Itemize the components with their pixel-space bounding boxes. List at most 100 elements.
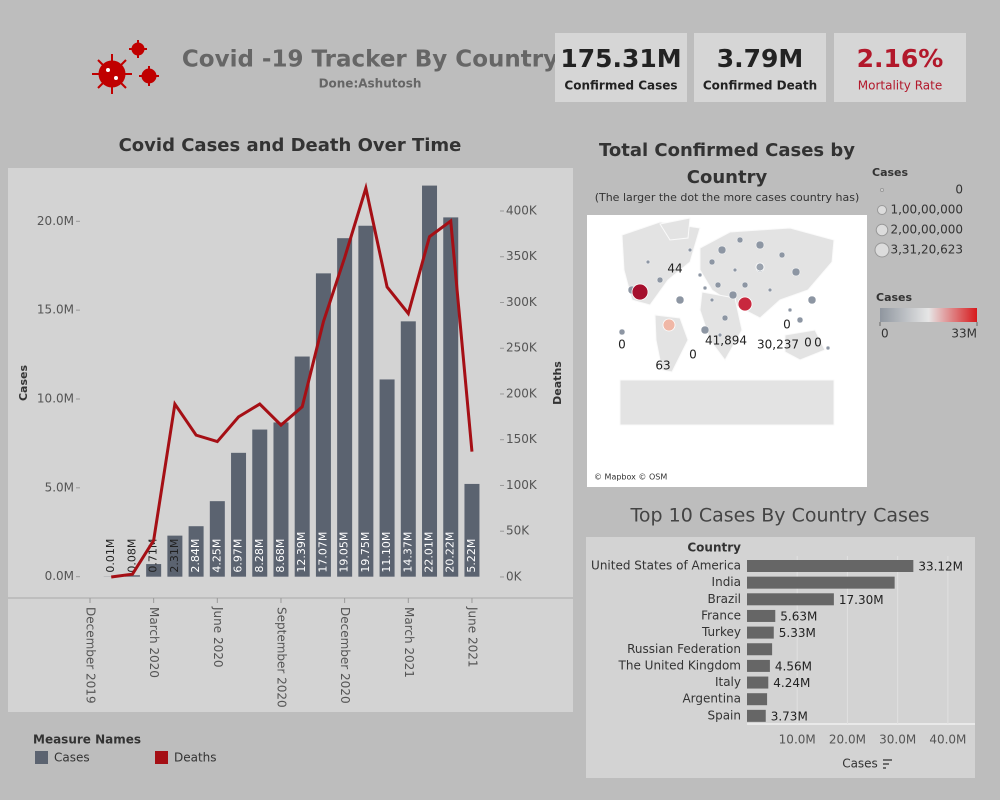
map-label: 0: [804, 336, 812, 350]
data-label: 12.39M: [295, 532, 308, 573]
map-dot: [728, 290, 738, 300]
data-label: 4.25M: [210, 539, 223, 573]
x-axis-label: Cases: [842, 757, 878, 771]
bar: [747, 659, 770, 672]
category-label: Italy: [715, 675, 741, 689]
x-tick-label: 20.0M: [829, 733, 866, 747]
size-legend-label: 1,00,00,000: [890, 203, 963, 217]
map-dot: [675, 295, 685, 305]
y-tick-label: 0.0M: [45, 569, 74, 583]
category-label: Brazil: [708, 592, 742, 606]
legend-title: Measure Names: [33, 733, 141, 747]
color-legend: [880, 308, 977, 322]
map-dot: [631, 283, 649, 301]
legend-title: Cases: [872, 166, 909, 179]
map-dot: [732, 267, 738, 273]
bar: [747, 593, 834, 606]
bar: [747, 626, 774, 639]
y2-tick-label: 350K: [506, 249, 538, 263]
kpi-card: 175.31M Confirmed Cases: [555, 33, 687, 102]
map-label: 0: [689, 348, 697, 362]
category-label: Argentina: [682, 692, 741, 706]
kpi-label: Confirmed Death: [703, 79, 817, 93]
bar: [464, 483, 480, 577]
map-credit: © Mapbox © OSM: [594, 473, 667, 482]
data-label: 22.01M: [423, 532, 436, 573]
legend-title: Cases: [876, 291, 913, 304]
sort-icon[interactable]: [883, 759, 892, 769]
bar: [337, 238, 353, 577]
x-tick-label: 40.0M: [929, 733, 966, 747]
chart-title: Total Confirmed Cases by: [599, 140, 855, 161]
size-legend-mark: [880, 188, 884, 192]
size-legend-label: 3,31,20,623: [890, 243, 963, 257]
data-label: 2.84M: [189, 539, 202, 573]
map-dot: [737, 296, 753, 312]
y2-tick-label: 100K: [506, 478, 538, 492]
subtitle: Done:Ashutosh: [319, 77, 422, 91]
data-label: 19.05M: [338, 532, 351, 573]
map-label: 41,894: [705, 334, 747, 348]
bar: [146, 564, 162, 577]
chart-title: Top 10 Cases By Country Cases: [630, 505, 930, 527]
bar: [188, 526, 204, 577]
x-tick-label: March 2020: [147, 607, 161, 678]
kpi-value: 3.79M: [717, 44, 804, 73]
map-dot: [807, 295, 817, 305]
category-label: Turkey: [701, 625, 741, 639]
x-tick-label: June 2020: [211, 606, 225, 668]
bar: [379, 379, 395, 577]
bar: [747, 693, 768, 706]
y2-tick-label: 150K: [506, 432, 538, 446]
data-label: 33.12M: [918, 560, 963, 574]
bar: [422, 185, 438, 577]
data-label: 3.73M: [771, 709, 808, 723]
map-label: 0: [814, 336, 822, 350]
map-dot: [717, 245, 727, 255]
x-tick-label: December 2020: [338, 607, 352, 704]
data-label: 4.24M: [773, 676, 810, 690]
bar: [273, 422, 289, 577]
bar: [231, 452, 247, 577]
size-legend-mark: [875, 223, 889, 237]
kpi-value: 2.16%: [857, 44, 944, 73]
data-label: 4.56M: [775, 659, 812, 673]
bar: [358, 225, 374, 577]
map-label: 0: [783, 318, 791, 332]
map-dot: [755, 240, 765, 250]
bar: [252, 429, 268, 577]
chart-title: Country: [687, 167, 768, 188]
kpi-value: 175.31M: [560, 44, 681, 73]
bar: [747, 609, 776, 622]
bar: [209, 501, 225, 577]
kpi-card: 2.16% Mortality Rate: [834, 33, 966, 102]
bar: [747, 676, 769, 689]
map-label: 44: [667, 262, 682, 276]
x-tick-label: September 2020: [274, 607, 288, 708]
data-label: 5.33M: [779, 626, 816, 640]
y2-tick-label: 250K: [506, 341, 538, 355]
color-legend-label: 33M: [951, 327, 977, 341]
y-tick-label: 10.0M: [37, 391, 74, 405]
map-dot: [618, 328, 626, 336]
data-label: 19.75M: [359, 532, 372, 573]
category-axis-title: Country: [687, 541, 741, 555]
data-label: 8.28M: [253, 539, 266, 573]
map-dot: [767, 287, 773, 293]
y-tick-label: 15.0M: [37, 303, 74, 317]
map-dot: [825, 345, 831, 351]
map-dot: [656, 276, 664, 284]
map-dot: [645, 259, 651, 265]
data-label: 2.31M: [168, 539, 181, 573]
category-label: United States of America: [591, 559, 741, 573]
kpi-label: Mortality Rate: [858, 79, 943, 93]
y2-tick-label: 400K: [506, 204, 538, 218]
map-label: 0: [618, 338, 626, 352]
map-dot: [700, 325, 710, 335]
data-label: 17.30M: [839, 593, 884, 607]
size-legend-mark: [876, 204, 888, 216]
color-legend-label: 0: [881, 327, 889, 341]
category-label: The United Kingdom: [618, 658, 741, 672]
chart-subtitle: (The larger the dot the more cases count…: [595, 191, 860, 204]
